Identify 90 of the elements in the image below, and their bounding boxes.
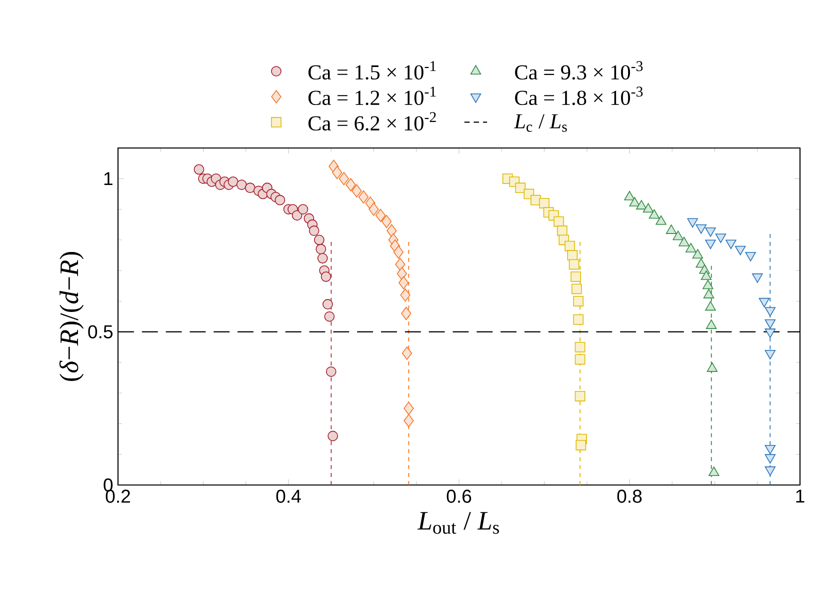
x-tick-label: 0.6 [446,490,472,503]
legend-label: Ca = 1.8 × 10$^{-3}$ [515,86,643,106]
point [636,200,647,210]
point [244,182,256,194]
point [764,466,776,476]
point [298,204,308,214]
point [764,328,776,338]
point [554,216,564,227]
point [314,234,324,246]
y-tick-label: 0.5 [88,325,113,338]
point [734,246,746,256]
point [346,178,356,192]
point [402,346,412,360]
point [228,176,238,187]
x-tick-label: 1 [796,490,804,502]
point [764,454,776,464]
point [568,259,580,270]
point [656,215,666,225]
point [324,311,335,322]
y-tick-label: 1 [104,172,112,186]
point [576,440,586,450]
text: (δ−R)/(d−R) [59,252,84,381]
point [396,266,407,280]
point [672,230,684,240]
point [692,249,704,258]
point [629,197,640,206]
point [404,414,414,428]
legend-label: Ca = 9.3 × 10$^{-3}$ [515,61,643,80]
x-tick-label: 0.8 [617,490,642,503]
point [715,234,726,243]
point [316,244,326,254]
point [752,273,763,283]
legend-label: Ca = 1.2 × 10$^{-1}$ [308,86,436,106]
point [358,190,369,204]
point [624,190,635,200]
point [764,444,776,454]
x-tick-label: 0.2 [106,490,130,503]
point [574,342,586,352]
point [400,288,410,302]
point [404,402,414,416]
legend-label: L$_{c}$ / L$_{s}$ [514,114,567,132]
point [700,270,712,280]
point [338,172,349,186]
point [705,227,716,237]
point [564,240,576,252]
point [292,210,302,221]
point [386,224,397,238]
point [401,306,412,320]
point [764,350,776,360]
point [574,354,586,365]
point [236,180,247,190]
point [326,366,336,377]
point [194,164,204,175]
point [368,202,379,216]
point [515,182,526,194]
point [570,271,581,282]
point [666,224,677,234]
point [764,319,776,329]
point [328,430,338,442]
point [758,298,770,308]
point [702,280,714,290]
point [332,166,342,180]
point [642,203,654,213]
point [648,209,660,219]
point [381,214,392,228]
point [320,271,332,282]
point [567,250,578,260]
point [398,276,409,290]
x-tick-label: 0.4 [276,490,301,503]
point [696,224,706,234]
point [308,226,320,236]
point [322,299,333,310]
point [376,208,386,222]
point [571,284,582,294]
point [393,246,404,259]
point [556,226,568,236]
point [705,301,716,311]
point [352,184,362,198]
point [573,296,584,306]
point [573,314,584,325]
legend-label: Ca = 1.5 × 10$^{-1}$ [308,61,436,80]
point [574,390,586,402]
point [539,198,550,208]
legend-label: Ca = 6.2 × 10$^{-2}$ [308,112,436,131]
x-axis-title: L$_{out}$ / L$_{s}$ [417,512,499,534]
point [317,253,328,264]
point [745,252,756,262]
point [678,236,690,246]
point [395,258,406,272]
point [274,194,286,206]
